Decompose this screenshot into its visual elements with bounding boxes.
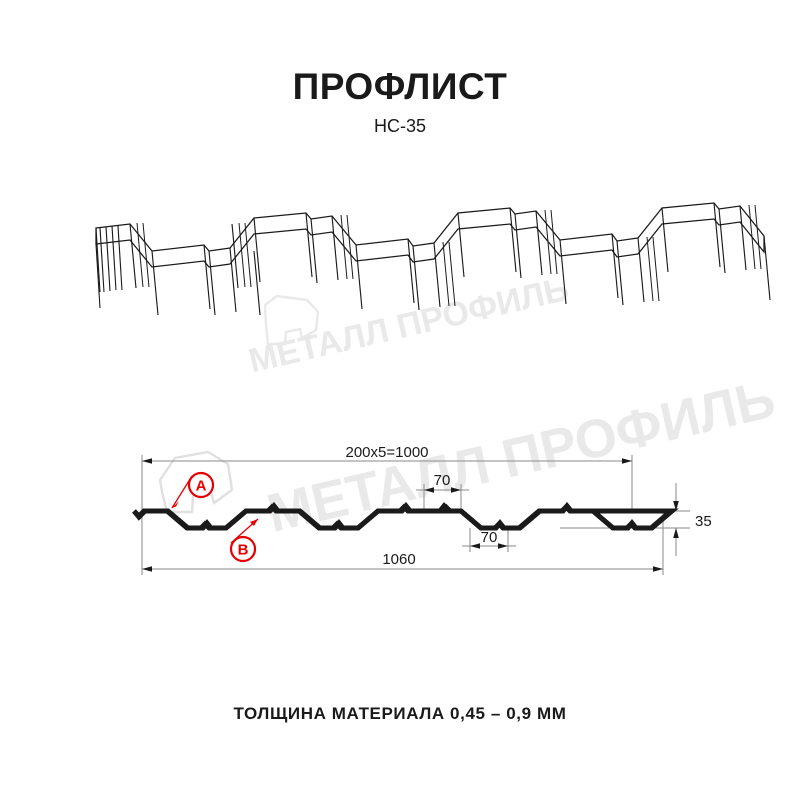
material-thickness-note: ТОЛЩИНА МАТЕРИАЛА 0,45 – 0,9 ММ — [233, 704, 567, 723]
dimension-arrows — [142, 458, 679, 572]
callout-b-circle — [229, 535, 257, 563]
stiffening-ribs — [136, 204, 762, 307]
callout-a-circle — [187, 471, 215, 499]
dim-crest-width: 70 — [434, 472, 451, 489]
page-title: ПРОФЛИСТ — [292, 66, 508, 107]
page-subtitle: НС-35 — [373, 116, 426, 136]
callout-a: A — [171, 471, 215, 509]
callout-b-label: B — [238, 542, 249, 559]
rib-fold-lines — [129, 202, 771, 316]
callout-a-label: A — [196, 478, 207, 495]
dim-height: 35 — [695, 513, 712, 530]
dim-valley-width: 70 — [481, 529, 498, 546]
dimension-lines — [141, 455, 690, 575]
callout-b: B — [229, 518, 259, 563]
watermark-logo-upper — [263, 294, 320, 346]
crest-notches — [268, 501, 573, 513]
dim-pitch-total: 200x5=1000 — [346, 444, 429, 461]
left-edge-lines — [95, 225, 123, 309]
dim-overall-width: 1060 — [382, 551, 415, 568]
